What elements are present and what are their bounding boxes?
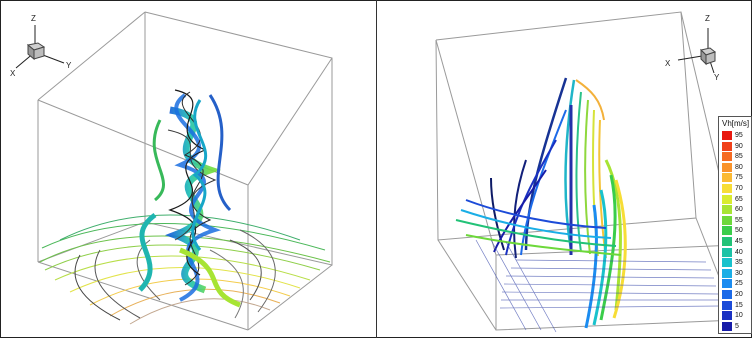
legend-entry: 65: [722, 194, 743, 204]
legend-swatch: [722, 173, 732, 183]
legend-entry: 75: [722, 173, 743, 183]
legend-swatch: [722, 258, 732, 268]
legend-label: 70: [735, 185, 743, 192]
legend-label: 15: [735, 301, 743, 309]
right-floor-streamlines: [475, 239, 721, 333]
right-streamlines: [455, 77, 627, 329]
legend-label: 95: [735, 132, 743, 139]
legend-label: 75: [735, 174, 743, 182]
right-axis-x-label: X: [665, 59, 671, 68]
legend-entry: 25: [722, 279, 743, 289]
legend-swatch: [722, 311, 732, 321]
legend-swatch: [722, 237, 732, 246]
legend-entry: 20: [722, 290, 743, 299]
right-axis-triad: [677, 28, 717, 74]
legend-swatch: [722, 300, 732, 310]
legend-entry: 15: [722, 300, 743, 310]
legend-label: 50: [735, 227, 743, 235]
legend-entry: 30: [722, 268, 743, 278]
right-axis-y-label: Y: [714, 73, 720, 82]
legend-entry: 90: [722, 141, 743, 151]
legend-entry: 45: [722, 237, 743, 246]
panel-divider: [376, 0, 377, 338]
legend-label: 25: [735, 280, 743, 288]
legend-swatch: [722, 131, 732, 140]
left-axis-y-label: Y: [66, 61, 72, 70]
legend-entry: 85: [722, 152, 743, 162]
legend-label: 80: [735, 163, 743, 171]
legend-entry: 80: [722, 162, 743, 172]
legend-swatch: [722, 162, 732, 172]
left-axis-z-label: Z: [31, 14, 36, 23]
legend-label: 30: [735, 269, 743, 277]
legend-label: 10: [735, 312, 743, 320]
legend-swatch: [722, 290, 732, 299]
legend-entry: 60: [722, 205, 743, 215]
left-domain-box: [37, 11, 333, 331]
left-axis-x-label: X: [10, 69, 16, 78]
legend-swatch: [722, 215, 732, 225]
left-panel-visualization: [37, 11, 333, 331]
legend-swatch: [722, 184, 732, 193]
legend-label: 35: [735, 259, 743, 267]
legend-entry: 5: [722, 321, 739, 331]
legend-swatch: [722, 279, 732, 289]
legend-label: 90: [735, 142, 743, 150]
legend-entry: 95: [722, 131, 743, 140]
legend-label: 65: [735, 195, 743, 203]
legend-swatch: [722, 321, 732, 331]
legend-label: 5: [735, 322, 739, 330]
legend-label: 45: [735, 238, 743, 245]
legend-swatch: [722, 205, 732, 215]
legend-entry: 35: [722, 258, 743, 268]
legend-swatch: [722, 194, 732, 204]
left-vortex-ribbons: [138, 89, 241, 308]
legend-swatch: [722, 141, 732, 151]
legend-label: 60: [735, 206, 743, 214]
legend-label: 85: [735, 153, 743, 161]
legend-swatch: [722, 247, 732, 257]
legend-entry: 10: [722, 311, 743, 321]
legend-entry: 55: [722, 215, 743, 225]
left-axis-triad: [15, 25, 65, 69]
legend-swatch: [722, 268, 732, 278]
legend-title: Vh[m/s]: [722, 119, 750, 128]
right-axis-z-label: Z: [705, 14, 710, 23]
legend-label: 20: [735, 291, 743, 298]
legend-swatch: [722, 152, 732, 162]
legend-label: 55: [735, 216, 743, 224]
legend-label: 40: [735, 248, 743, 256]
legend-entry: 70: [722, 184, 743, 193]
left-floor-streamlines: [39, 214, 331, 325]
color-legend: Vh[m/s] 95 90 85 80 75 70 65 60 55 50 45 40 35 30 25 20…: [718, 116, 752, 334]
legend-entry: 50: [722, 226, 743, 236]
legend-swatch: [722, 226, 732, 236]
legend-entry: 40: [722, 247, 743, 257]
